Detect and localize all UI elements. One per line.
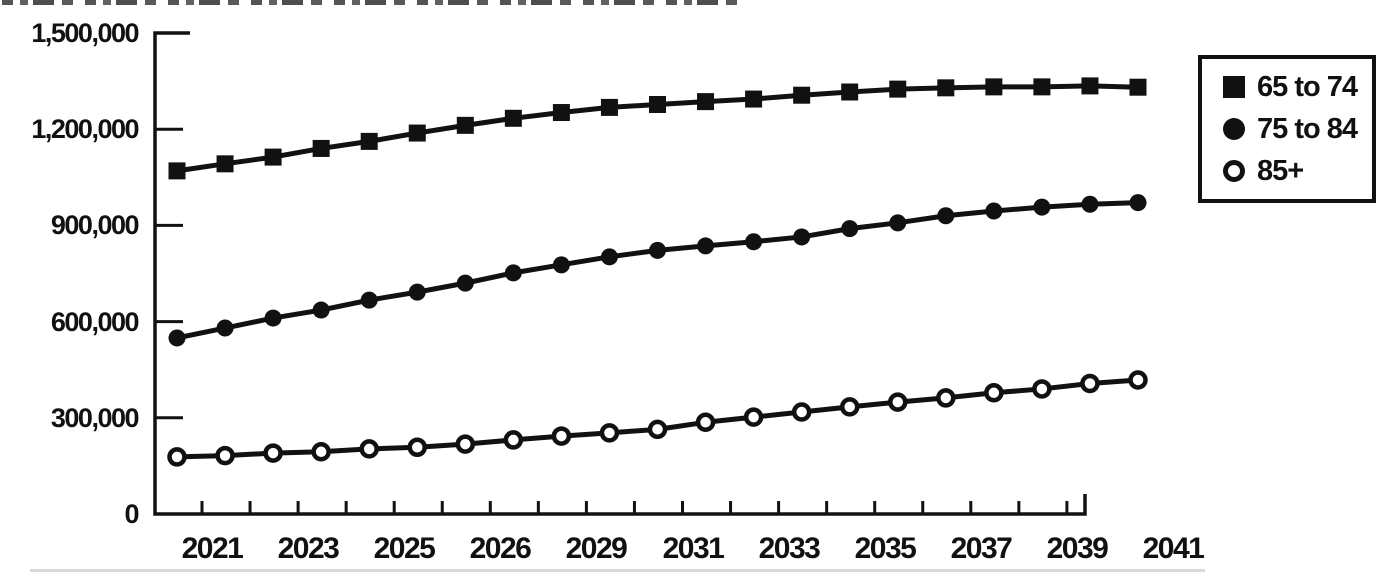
legend-item-65-74: 65 to 74 xyxy=(1222,71,1372,104)
y-axis-label: 900,000 xyxy=(50,210,140,240)
legend-label: 85+ xyxy=(1257,154,1304,187)
chart-legend: 65 to 74 75 to 84 85+ xyxy=(1198,55,1376,203)
x-axis-label: 2039 xyxy=(1046,532,1109,565)
x-axis-label: 2037 xyxy=(950,532,1013,565)
x-axis-label: 2029 xyxy=(565,532,628,565)
filled-circle-marker-icon xyxy=(1223,118,1245,140)
cropped-caption-fragment xyxy=(30,569,1205,572)
legend-item-75-84: 75 to 84 xyxy=(1222,113,1372,146)
filled-square-marker-icon xyxy=(1223,76,1245,98)
x-axis-label: 2033 xyxy=(758,532,821,565)
y-axis-label: 1,200,000 xyxy=(31,114,139,144)
y-axis-label: 0 xyxy=(124,499,139,529)
x-axis-label: 2031 xyxy=(662,532,725,565)
y-axis-label: 600,000 xyxy=(50,307,140,337)
cropped-title-text-fragment xyxy=(2,0,747,5)
x-axis-label: 2041 xyxy=(1142,532,1205,565)
y-axis-label: 300,000 xyxy=(50,403,140,433)
x-axis-label: 2035 xyxy=(854,532,917,565)
legend-label: 75 to 84 xyxy=(1257,112,1358,145)
legend-item-85-plus: 85+ xyxy=(1222,155,1372,188)
legend-label: 65 to 74 xyxy=(1257,70,1358,103)
x-axis-label: 2021 xyxy=(181,532,244,565)
x-axis-label: 2026 xyxy=(469,532,532,565)
open-circle-marker-icon xyxy=(1223,160,1245,182)
x-axis-label: 2023 xyxy=(277,532,340,565)
y-axis-label: 1,500,000 xyxy=(31,18,139,48)
x-axis-label: 2025 xyxy=(373,532,436,565)
